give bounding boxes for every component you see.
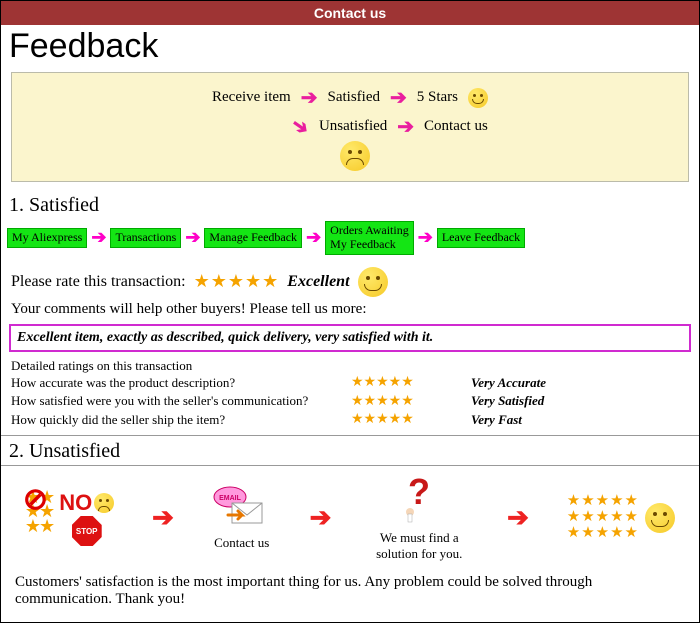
flow-contact: Contact us	[424, 118, 488, 135]
stars-grid-icon: ★★★★★★★★★★★★★★★	[567, 494, 639, 541]
section1-heading: 1. Satisfied	[1, 190, 699, 219]
rating-question: How satisfied were you with the seller's…	[11, 393, 351, 410]
step-box: Transactions	[110, 228, 181, 248]
arrow-right-icon: ➔	[390, 85, 407, 110]
arrow-right-icon: ➔	[185, 227, 200, 248]
arrow-right-icon: ➔	[301, 85, 318, 110]
frown-icon	[94, 493, 114, 513]
no-stars-block: ★★★★★★ ⊘ NO STOP	[25, 490, 114, 546]
satisfied-steps: My Aliexpress ➔ Transactions ➔ Manage Fe…	[1, 219, 699, 265]
step-box: Orders AwaitingMy Feedback	[325, 221, 414, 255]
arrow-right-icon: ➔	[306, 227, 321, 248]
svg-text:?: ?	[408, 474, 430, 512]
rate-row: Please rate this transaction: ★★★★★ Exce…	[1, 265, 699, 299]
arrow-right-icon: ➔	[397, 114, 414, 139]
stars-icon: ★★★★★	[194, 271, 280, 292]
question-icon: ?	[394, 474, 444, 528]
rating-question: How quickly did the seller ship the item…	[11, 412, 351, 429]
rating-answer: Very Accurate	[471, 375, 546, 392]
page-title: Feedback	[1, 25, 699, 68]
rating-question: How accurate was the product description…	[11, 375, 351, 392]
stars-result: ★★★★★★★★★★★★★★★	[567, 494, 675, 541]
comment-example: Excellent item, exactly as described, qu…	[9, 324, 691, 352]
header-bar: Contact us	[1, 1, 699, 25]
feedback-flow-box: Receive item ➔ Satisfied ➔ 5 Stars ➔ Uns…	[11, 72, 689, 182]
smile-icon	[645, 503, 675, 533]
footer-text: Customers' satisfaction is the most impo…	[1, 568, 699, 622]
cross-icon: ⊘	[23, 488, 46, 512]
frown-icon	[340, 141, 370, 171]
svg-text:EMAIL: EMAIL	[219, 495, 242, 502]
header-title: Contact us	[314, 5, 386, 21]
email-icon: EMAIL	[212, 485, 272, 533]
stars-icon: ★★★★★	[351, 393, 471, 411]
ratings-title: Detailed ratings on this transaction	[11, 358, 351, 375]
comments-prompt: Your comments will help other buyers! Pl…	[1, 299, 699, 320]
arrow-right-icon: ➔	[310, 503, 332, 533]
flow-satisfied: Satisfied	[327, 89, 380, 106]
flow-unsatisfied: Unsatisfied	[319, 118, 387, 135]
arrow-right-icon: ➔	[418, 227, 433, 248]
contact-label: Contact us	[214, 535, 269, 551]
flow-receive: Receive item	[212, 89, 291, 106]
crossed-stars-icon: ★★★★★★ ⊘	[25, 490, 53, 533]
step-box: Manage Feedback	[204, 228, 302, 248]
contact-col: EMAIL Contact us	[212, 485, 272, 551]
smile-icon	[468, 88, 488, 108]
flow-5stars: 5 Stars	[417, 89, 458, 106]
arrow-downright-icon: ➔	[287, 111, 315, 141]
rating-answer: Very Satisfied	[471, 393, 544, 410]
arrow-right-icon: ➔	[507, 503, 529, 533]
smile-icon	[358, 267, 388, 297]
step-box: My Aliexpress	[7, 228, 87, 248]
arrow-right-icon: ➔	[91, 227, 106, 248]
stars-icon: ★★★★★	[351, 411, 471, 429]
solution-col: ? We must find a solution for you.	[369, 474, 469, 562]
solution-label: We must find a solution for you.	[369, 530, 469, 562]
unsatisfied-flow: ★★★★★★ ⊘ NO STOP ➔ EMAIL	[1, 466, 699, 568]
step-box: Leave Feedback	[437, 228, 525, 248]
rating-answer: Very Fast	[471, 412, 522, 429]
no-text: NO	[59, 490, 92, 516]
detailed-ratings: Detailed ratings on this transaction How…	[1, 356, 699, 435]
section2-heading: 2. Unsatisfied	[1, 436, 699, 465]
stars-icon: ★★★★★	[351, 374, 471, 392]
arrow-right-icon: ➔	[152, 503, 174, 533]
rate-label: Please rate this transaction:	[11, 273, 186, 291]
stop-sign-icon: STOP	[72, 516, 102, 546]
rate-value: Excellent	[287, 273, 349, 291]
